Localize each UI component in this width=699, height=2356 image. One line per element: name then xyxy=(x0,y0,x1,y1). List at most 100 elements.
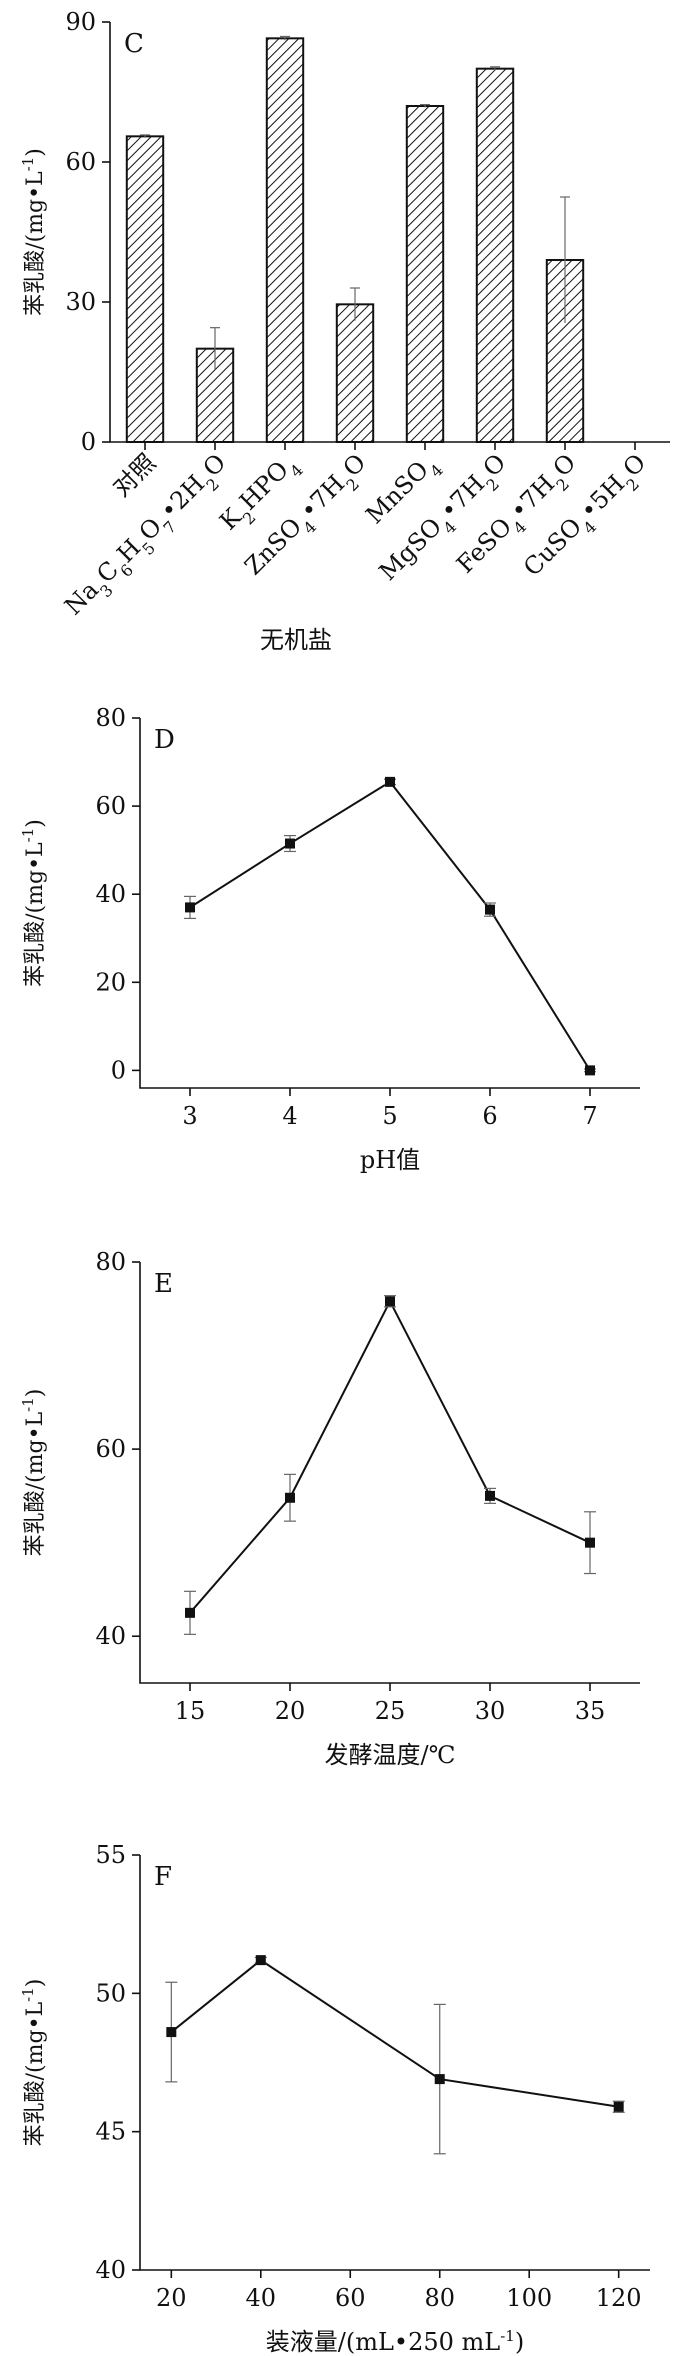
y-tick-label: 60 xyxy=(95,1435,126,1463)
data-point xyxy=(434,2074,445,2085)
axis-frame xyxy=(109,22,670,443)
bar xyxy=(125,135,165,443)
y-tick-label: 0 xyxy=(81,428,96,456)
panel-letter: E xyxy=(154,1269,173,1299)
x-tick-label-part: •5H xyxy=(575,470,630,525)
x-tick-label-part: O xyxy=(198,448,232,482)
y-tick-label: 50 xyxy=(95,1979,126,2007)
data-point xyxy=(285,838,295,849)
y-axis-label-sup: -1 xyxy=(19,828,37,843)
panel-d: D 0 20 40 60 80 3 4 5 6 7 pH值 xyxy=(95,704,640,1174)
x-tick-label-part: O xyxy=(618,448,652,482)
x-axis-label: pH值 xyxy=(360,1146,420,1174)
x-tick-label: 100 xyxy=(506,2284,552,2312)
series-line xyxy=(170,1958,619,2108)
x-tick-label-part: CuSO xyxy=(518,512,587,581)
x-tick-label-part: O xyxy=(338,448,372,482)
bar xyxy=(335,303,375,444)
panel-c: C0306090对照Na3C6H5O7•2H2OK2HPO4ZnSO4•7H2O… xyxy=(59,8,670,654)
y-tick-label: 20 xyxy=(95,968,126,996)
x-tick-label-part: FeSO xyxy=(451,512,517,578)
series-line xyxy=(189,1299,591,1614)
x-axis-label: 发酵温度/℃ xyxy=(325,1741,456,1769)
data-point xyxy=(385,776,395,787)
panel-letter: F xyxy=(154,1862,172,1892)
data-point xyxy=(166,2027,177,2038)
x-tick-label: 35 xyxy=(575,1697,606,1725)
y-axis-label-paren: ) xyxy=(23,1389,48,1398)
y-axis-label-paren: ) xyxy=(23,148,48,157)
y-tick-label: 45 xyxy=(95,2118,126,2146)
y-axis-label-sup: -1 xyxy=(19,157,37,172)
y-axis-label-unit: mg•L xyxy=(23,171,48,234)
x-tick-label: 15 xyxy=(175,1697,206,1725)
y-axis-label-unit: mg•L xyxy=(23,842,48,905)
x-tick-label: 40 xyxy=(246,2284,277,2312)
data-point xyxy=(185,1607,195,1618)
data-point xyxy=(485,1490,495,1501)
data-point xyxy=(285,1492,295,1503)
x-tick-label: 25 xyxy=(375,1697,406,1725)
x-tick-label: 5 xyxy=(382,1102,397,1130)
y-axis-label-c: 苯乳酸/(mg•L-1) xyxy=(19,148,48,316)
axis-frame xyxy=(139,718,640,1089)
x-tick-label-part: O xyxy=(548,448,582,482)
panel-letter: C xyxy=(124,29,144,59)
y-tick-label: 0 xyxy=(111,1056,126,1084)
x-tick-label: 80 xyxy=(424,2284,455,2312)
y-axis-label-d: 苯乳酸/(mg•L-1) xyxy=(19,819,48,987)
y-tick-label: 60 xyxy=(95,792,126,820)
x-axis-label: 无机盐 xyxy=(260,626,332,654)
x-tick-label: CuSO4•5H2O xyxy=(518,448,656,586)
series-line xyxy=(189,780,591,1071)
x-axis-label: 装液量/(mL•250 mL-1) xyxy=(266,2327,524,2356)
x-tick-label: 120 xyxy=(596,2284,642,2312)
y-tick-label: 30 xyxy=(65,288,96,316)
x-tick-label: 20 xyxy=(275,1697,306,1725)
x-tick-label-part: 对照 xyxy=(108,448,162,502)
data-point xyxy=(185,902,195,913)
y-tick-label: 40 xyxy=(95,2256,126,2284)
x-tick-label-part: H xyxy=(112,534,147,569)
x-tick-label: 30 xyxy=(475,1697,506,1725)
y-axis-label-paren: ( xyxy=(23,2064,48,2073)
axis-frame xyxy=(139,1855,650,2271)
data-point xyxy=(613,2101,624,2112)
y-axis-label-paren: ( xyxy=(23,1474,48,1483)
x-tick-label-part: Na xyxy=(59,576,104,621)
x-tick-label-part: HPO xyxy=(234,456,294,516)
y-axis-label-main: 苯乳酸/ xyxy=(23,913,48,987)
y-tick-label: 40 xyxy=(95,1622,126,1650)
panel-e: E 40 60 80 15 20 25 30 35 发酵温度/℃ xyxy=(95,1248,640,1769)
x-tick-label-part: O xyxy=(134,512,168,546)
bar xyxy=(405,105,445,443)
x-tick-label-part: •7H xyxy=(505,470,560,525)
x-tick-label-part: •2H xyxy=(155,470,210,525)
bar xyxy=(475,67,515,444)
x-tick-label: 4 xyxy=(282,1102,297,1130)
y-tick-label: 55 xyxy=(95,1841,126,1869)
x-axis-label-main: 装液量/(mL•250 mL xyxy=(266,2328,500,2356)
x-tick-label: 60 xyxy=(335,2284,366,2312)
data-point xyxy=(255,1955,266,1966)
panel-letter: D xyxy=(154,725,175,755)
data-point xyxy=(485,904,495,915)
data-point xyxy=(385,1296,395,1307)
x-axis-label-end: ) xyxy=(515,2328,524,2356)
y-axis-label-main: 苯乳酸/ xyxy=(23,1482,48,1556)
y-axis-label-paren: ( xyxy=(23,905,48,914)
y-axis-label-e: 苯乳酸/(mg•L-1) xyxy=(19,1389,48,1557)
y-axis-label-unit: mg•L xyxy=(23,1411,48,1474)
x-tick-label: 对照 xyxy=(108,448,162,502)
x-tick-label: 7 xyxy=(582,1102,597,1130)
y-axis-label-f: 苯乳酸/(mg•L-1) xyxy=(19,1979,48,2147)
data-point xyxy=(585,1537,595,1548)
x-tick-label-part: C xyxy=(91,556,124,589)
y-tick-label: 90 xyxy=(65,8,96,36)
y-tick-label: 60 xyxy=(65,148,96,176)
x-tick-label-part: •7H xyxy=(435,470,490,525)
x-tick-label-part: O xyxy=(478,448,512,482)
y-axis-label-unit: mg•L xyxy=(23,2001,48,2064)
y-axis-label-main: 苯乳酸/ xyxy=(23,242,48,316)
